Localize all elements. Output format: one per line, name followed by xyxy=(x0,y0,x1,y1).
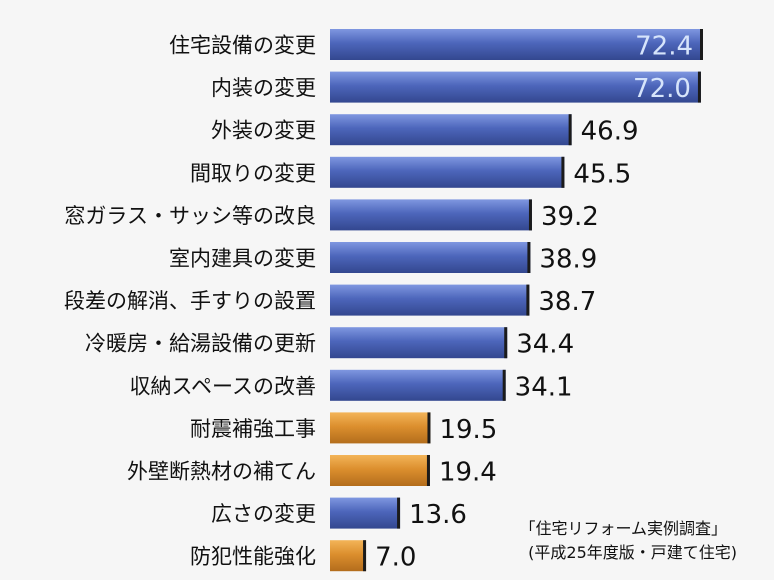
value-labels-group: 72.4 72.0 46.9 45.5 39.2 38.9 38.7 34.4 34.1 19.5… xyxy=(375,32,693,573)
value-label-0: 72.4 xyxy=(635,32,693,62)
bar-end-shadow-11 xyxy=(397,497,401,529)
category-label-4: 窓ガラス・サッシ等の改良 xyxy=(64,204,316,228)
bar-7 xyxy=(330,327,508,359)
value-label-3: 45.5 xyxy=(573,159,631,189)
value-label-4: 39.2 xyxy=(541,202,599,232)
value-label-5: 38.9 xyxy=(539,245,597,275)
bar-end-shadow-7 xyxy=(504,327,508,359)
value-label-12: 7.0 xyxy=(375,543,416,573)
value-label-7: 34.4 xyxy=(516,330,574,360)
value-label-2: 46.9 xyxy=(581,117,639,147)
bar-end-shadow-9 xyxy=(427,412,431,444)
category-label-11: 広さの変更 xyxy=(211,502,316,526)
bar-12 xyxy=(330,540,367,572)
bar-end-shadow-6 xyxy=(526,284,530,316)
category-label-10: 外壁断熱材の補てん xyxy=(127,460,316,484)
category-label-0: 住宅設備の変更 xyxy=(169,34,316,58)
bar-end-shadow-10 xyxy=(426,455,430,486)
bar-4 xyxy=(330,199,532,231)
bar-8 xyxy=(330,369,506,401)
category-label-8: 収納スペースの改善 xyxy=(130,374,316,398)
bar-3 xyxy=(330,156,565,188)
source-note-line-1: 「住宅リフォーム実例調査」 xyxy=(519,519,727,538)
category-labels-group: 住宅設備の変更内装の変更外装の変更間取りの変更窓ガラス・サッシ等の改良室内建具の… xyxy=(64,34,316,569)
category-label-12: 防犯性能強化 xyxy=(190,545,316,569)
bar-end-shadow-12 xyxy=(363,540,367,572)
value-label-8: 34.1 xyxy=(515,372,573,402)
bars-group xyxy=(330,29,703,572)
category-label-7: 冷暖房・給湯設備の更新 xyxy=(85,332,316,356)
bar-end-shadow-3 xyxy=(561,156,565,188)
bar-end-shadow-5 xyxy=(527,242,531,273)
category-label-6: 段差の解消、手すりの設置 xyxy=(64,289,316,313)
value-label-11: 13.6 xyxy=(409,500,467,530)
category-label-5: 室内建具の変更 xyxy=(169,247,316,271)
bar-end-shadow-0 xyxy=(700,29,703,60)
bar-0 xyxy=(330,29,703,60)
value-label-1: 72.0 xyxy=(633,74,691,104)
category-label-2: 外装の変更 xyxy=(211,119,316,143)
bar-6 xyxy=(330,284,530,316)
bar-end-shadow-8 xyxy=(502,369,506,401)
value-label-6: 38.7 xyxy=(538,287,596,317)
bar-end-shadow-1 xyxy=(697,71,701,103)
value-label-10: 19.4 xyxy=(439,458,497,488)
bar-5 xyxy=(330,242,531,273)
bar-end-shadow-2 xyxy=(568,114,572,146)
value-label-9: 19.5 xyxy=(439,415,497,445)
category-label-9: 耐震補強工事 xyxy=(190,417,316,441)
bar-2 xyxy=(330,114,572,146)
bar-1 xyxy=(330,71,701,103)
bar-9 xyxy=(330,412,431,444)
bar-10 xyxy=(330,455,430,486)
bar-end-shadow-4 xyxy=(528,199,532,231)
category-label-1: 内装の変更 xyxy=(211,76,316,100)
category-label-3: 間取りの変更 xyxy=(190,161,316,185)
bar-11 xyxy=(330,497,401,529)
source-note-line-2: (平成25年度版・戸建て住宅) xyxy=(528,543,737,562)
